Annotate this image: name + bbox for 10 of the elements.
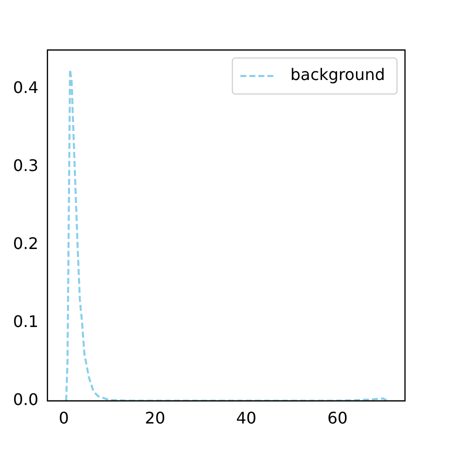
- y-tick-label: 0.3: [12, 156, 38, 176]
- x-tick-label: 60: [327, 408, 348, 428]
- y-tick-label: 0.1: [12, 312, 38, 331]
- x-tick-label: 20: [144, 408, 166, 428]
- y-tick-label: 0.4: [12, 78, 38, 98]
- y-tick-label: 0.2: [12, 234, 38, 254]
- x-tick-label: 0: [58, 408, 69, 428]
- x-tick-label: 40: [236, 408, 256, 428]
- legend-label: background: [290, 65, 386, 84]
- y-tick-label: 0.0: [12, 390, 38, 409]
